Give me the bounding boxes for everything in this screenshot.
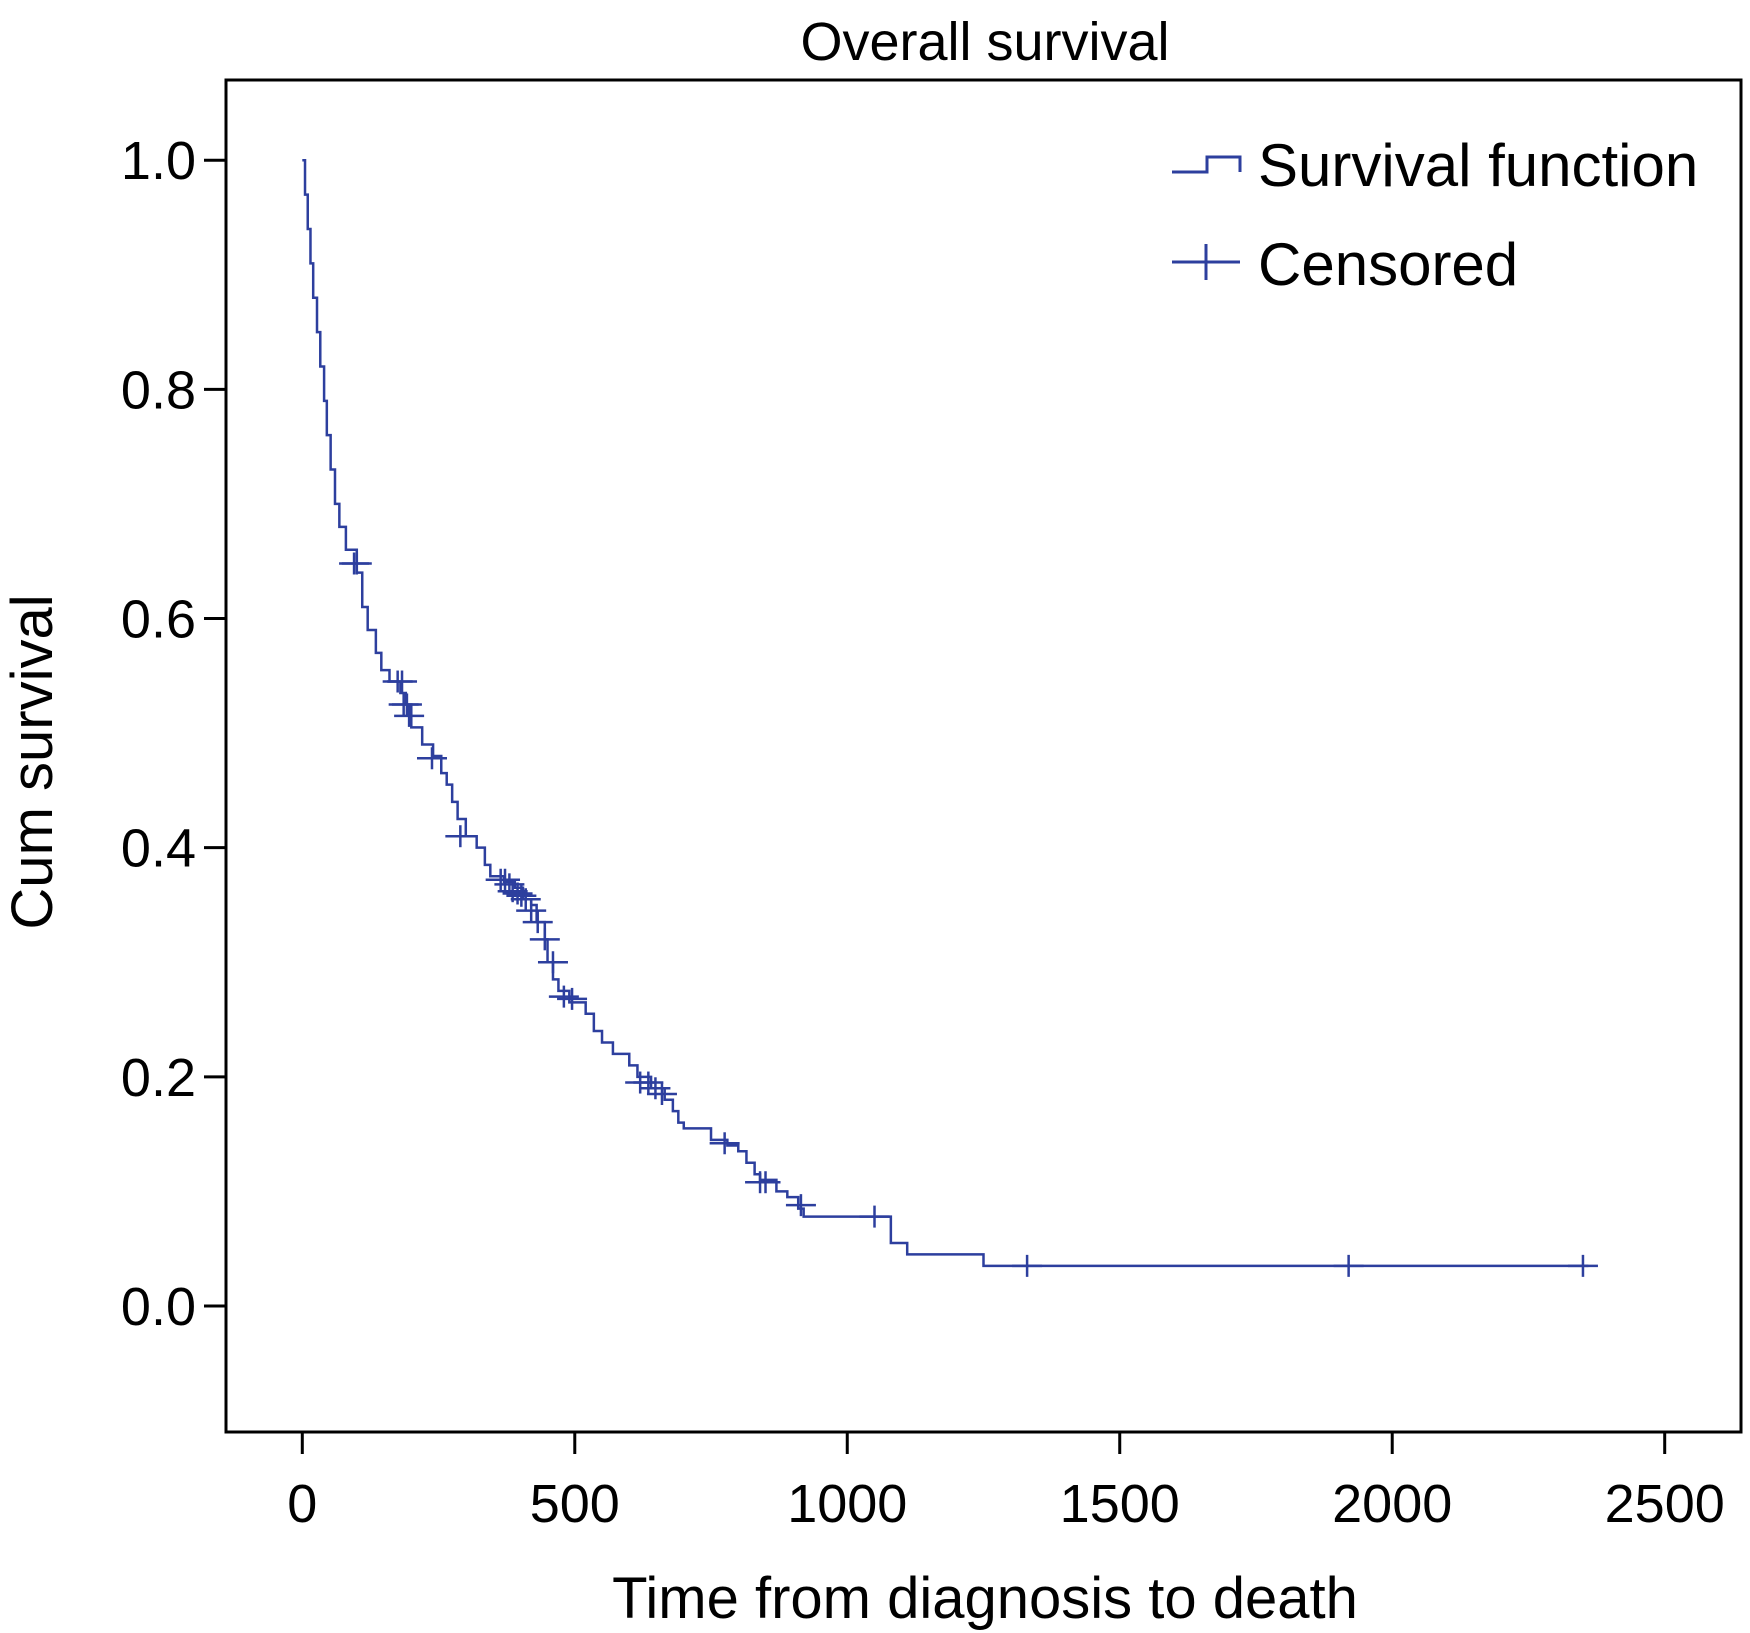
- legend: Survival function Censored: [1172, 132, 1698, 298]
- censored-marker: [633, 1071, 664, 1094]
- x-axis: 0 500 1000 1500 2000 2500: [287, 1432, 1725, 1534]
- censored-marker: [341, 552, 372, 575]
- x-tick-label: 0: [287, 1474, 317, 1534]
- censored-marker: [750, 1171, 781, 1194]
- censored-marker: [416, 747, 447, 770]
- censored-marker: [490, 868, 521, 891]
- survival-function-line: [302, 158, 1589, 1268]
- censored-marker: [510, 888, 541, 911]
- censored-marker: [785, 1194, 816, 1217]
- censored-marker: [548, 985, 579, 1008]
- censored-markers-layer: [339, 552, 1598, 1277]
- y-tick-label: 1.0: [121, 131, 196, 191]
- censored-marker: [529, 928, 560, 951]
- censored-marker: [1567, 1254, 1598, 1277]
- y-axis: 0.0 0.2 0.4 0.6 0.8 1.0: [121, 131, 226, 1337]
- legend-survival-label: Survival function: [1258, 132, 1698, 199]
- x-axis-label: Time from diagnosis to death: [612, 1566, 1358, 1631]
- chart-title: Overall survival: [800, 12, 1169, 72]
- censored-marker: [391, 693, 422, 716]
- y-tick-label: 0.0: [121, 1277, 196, 1337]
- censored-marker: [394, 704, 425, 727]
- censored-marker: [1333, 1254, 1364, 1277]
- censored-marker: [522, 911, 553, 934]
- censored-marker: [502, 882, 533, 905]
- censored-marker: [516, 899, 547, 922]
- censored-marker: [506, 884, 537, 907]
- x-tick-label: 500: [530, 1474, 620, 1534]
- y-axis-label: Cum survival: [0, 594, 65, 929]
- plot-frame: [224, 78, 1743, 1434]
- censored-marker: [1012, 1254, 1043, 1277]
- censored-marker: [557, 987, 588, 1010]
- censored-marker: [640, 1077, 671, 1100]
- y-tick-label: 0.6: [121, 590, 196, 650]
- y-tick-label: 0.8: [121, 360, 196, 420]
- censored-marker: [387, 670, 418, 693]
- censored-marker: [859, 1205, 890, 1228]
- x-tick-label: 2500: [1605, 1474, 1725, 1534]
- survival-curve-layer: [302, 158, 1589, 1268]
- legend-censored-label: Censored: [1258, 231, 1518, 298]
- y-tick-label: 0.2: [121, 1048, 196, 1108]
- legend-survival-swatch: [1172, 155, 1242, 174]
- x-tick-label: 2000: [1332, 1474, 1452, 1534]
- censored-marker: [537, 951, 568, 974]
- censored-marker: [445, 825, 476, 848]
- x-tick-label: 1000: [787, 1474, 907, 1534]
- censored-marker: [646, 1083, 677, 1105]
- x-tick-label: 1500: [1060, 1474, 1180, 1534]
- censored-marker: [709, 1132, 740, 1155]
- y-tick-label: 0.4: [121, 819, 196, 879]
